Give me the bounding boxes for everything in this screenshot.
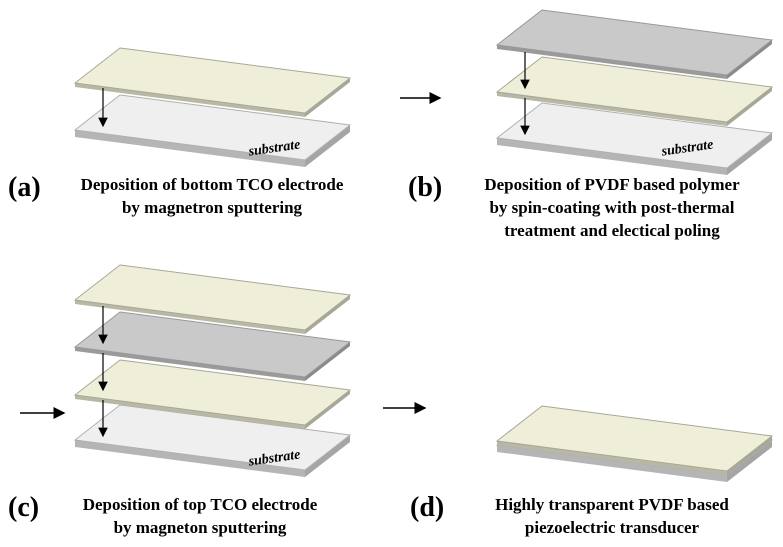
panel-label: (a) [8, 172, 41, 203]
caption: Deposition of bottom TCO electrode [81, 175, 344, 194]
caption: by spin-coating with post-thermal [489, 198, 734, 217]
caption: Deposition of PVDF based polymer [484, 175, 740, 194]
panel-c: substrate (c) Deposition of top TCO elec… [8, 265, 350, 537]
caption: by magnetron sputtering [122, 198, 303, 217]
panel-label: (c) [8, 492, 39, 523]
caption: treatment and electical poling [504, 221, 720, 240]
diagram: substrate (a) Deposition of bottom TCO e… [0, 0, 783, 547]
caption: Highly transparent PVDF based [495, 495, 729, 514]
caption: by magneton sputtering [114, 518, 287, 537]
caption: piezoelectric transducer [525, 518, 700, 537]
caption: Deposition of top TCO electrode [83, 495, 318, 514]
panel-d: (d) Highly transparent PVDF based piezoe… [410, 406, 772, 537]
panel-a: substrate (a) Deposition of bottom TCO e… [8, 48, 350, 217]
panel-label: (d) [410, 492, 444, 523]
panel-label: (b) [408, 172, 442, 203]
panel-b: substrate (b) Deposition of PVDF based p… [408, 10, 772, 240]
